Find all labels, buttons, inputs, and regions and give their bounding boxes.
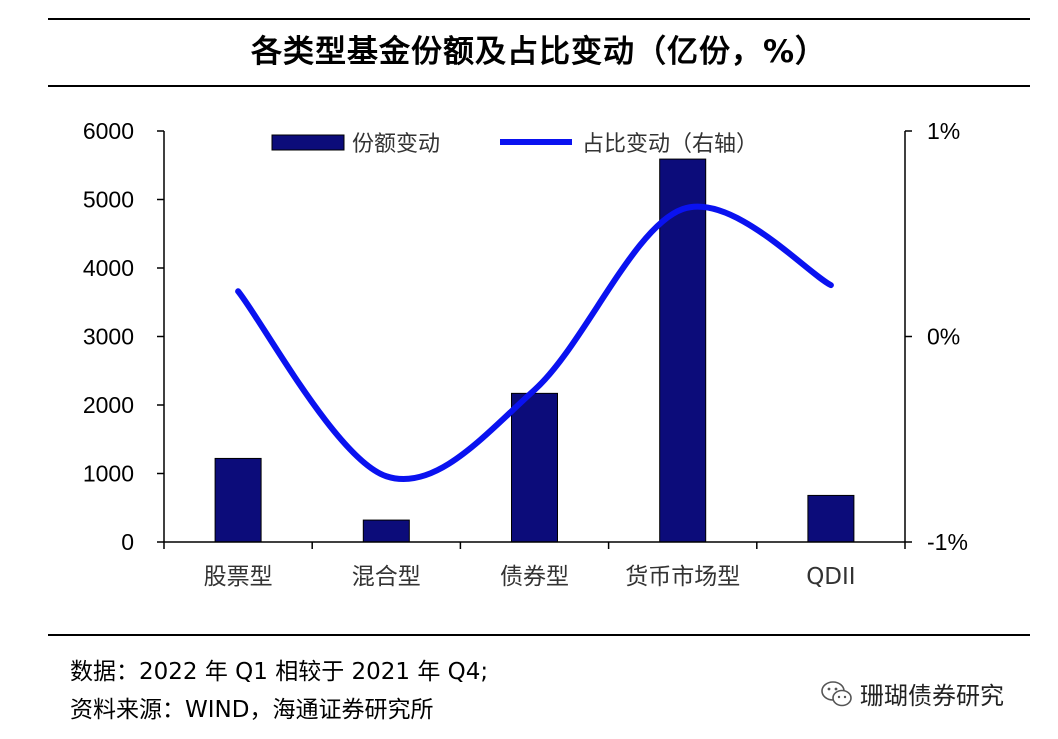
left-tick-label-6: 6000 [83,118,134,144]
x-tick-label-3: 货币市场型 [625,564,740,590]
combo-chart: 0 1000 2000 3000 4000 5000 6000 -1% 0% 1% 股票型 混合型 债券… [83,118,968,590]
x-tick-label-1: 混合型 [352,564,421,590]
top-rule [48,18,1030,20]
wechat-icon [821,680,852,706]
legend-bar-label: 份额变动 [352,132,440,157]
left-tick-label-3: 3000 [83,324,134,350]
watermark: 珊瑚债券研究 [820,676,1004,711]
legend-line-label: 占比变动（右轴） [582,132,758,157]
legend-bar-swatch [271,134,345,151]
watermark-text: 珊瑚债券研究 [860,682,1004,710]
right-tick-label-0: -1% [927,529,968,555]
bar-1 [362,519,410,543]
right-tick-label-2: 1% [927,118,960,144]
data-note: 数据：2022 年 Q1 相较于 2021 年 Q4; [70,659,489,685]
bar-4 [807,494,855,543]
chart-title: 各类型基金份额及占比变动（亿份，%） [250,34,828,70]
left-tick-label-5: 5000 [83,187,134,213]
bar-0 [214,457,262,543]
x-tick-label-4: QDII [806,564,855,590]
left-tick-label-1: 1000 [83,461,134,487]
left-tick-label-4: 4000 [83,255,134,281]
right-tick-label-1: 0% [927,324,960,350]
left-tick-label-2: 2000 [83,392,134,418]
x-tick-label-2: 债券型 [500,564,569,590]
x-tick-label-0: 股票型 [204,564,273,590]
bar-3 [659,158,707,543]
title-rule [48,85,1030,87]
left-tick-label-0: 0 [121,529,134,555]
bottom-rule [48,634,1030,636]
source-note: 资料来源：WIND，海通证券研究所 [70,697,434,723]
bar-2 [511,392,558,543]
